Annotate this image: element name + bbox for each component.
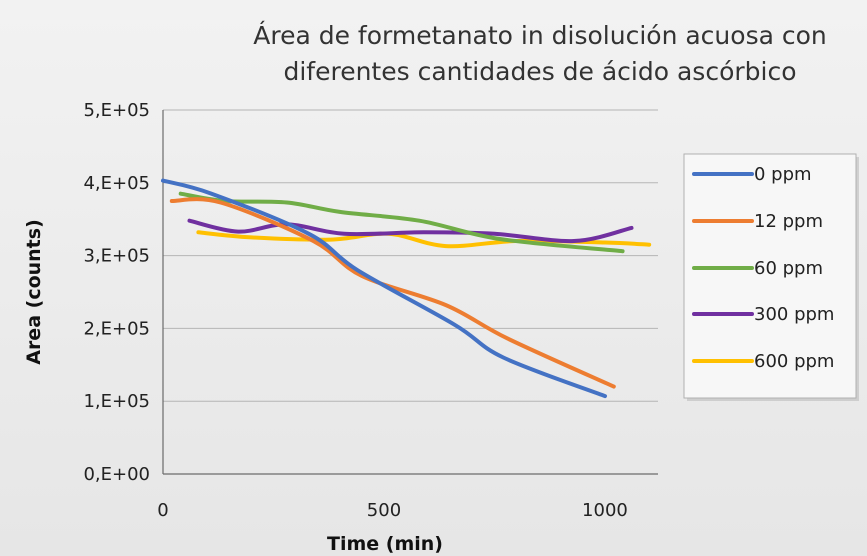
series-line-600-ppm (196, 230, 652, 249)
y-tick-label: 5,E+05 (83, 100, 150, 121)
legend: 0 ppm 12 ppm 60 ppm 300 ppm 600 ppm (683, 153, 859, 401)
y-tick-label: 3,E+05 (83, 246, 150, 267)
y-tick-label: 4,E+05 (83, 173, 150, 194)
legend-label: 600 ppm (754, 351, 834, 372)
legend-label: 0 ppm (754, 164, 812, 185)
data-series (161, 178, 652, 399)
legend-box (683, 153, 857, 399)
legend-label: 60 ppm (754, 258, 823, 279)
y-tick-label: 2,E+05 (83, 318, 150, 339)
x-tick-label: 1000 (582, 500, 628, 521)
x-axis-title: Time (min) (327, 533, 443, 555)
x-tick-labels: 0 500 1000 (157, 500, 628, 521)
y-tick-labels: 0,E+00 1,E+05 2,E+05 3,E+05 4,E+05 5,E+05 (83, 100, 150, 485)
series-line-0-ppm (161, 178, 607, 399)
series-line-300-ppm (187, 218, 634, 244)
chart-title-line-1: Área de formetanato in disolución acuosa… (253, 21, 827, 50)
y-tick-label: 1,E+05 (83, 391, 150, 412)
x-tick-label: 0 (157, 500, 168, 521)
gridlines (163, 109, 658, 402)
legend-label: 300 ppm (754, 304, 834, 325)
axes (162, 110, 658, 475)
y-tick-label: 0,E+00 (83, 464, 150, 485)
legend-label: 12 ppm (754, 211, 823, 232)
series-line-12-ppm (169, 197, 616, 389)
x-tick-label: 500 (367, 500, 401, 521)
y-axis-title: Area (counts) (23, 219, 45, 365)
chart-title-line-2: diferentes cantidades de ácido ascórbico (283, 57, 796, 86)
